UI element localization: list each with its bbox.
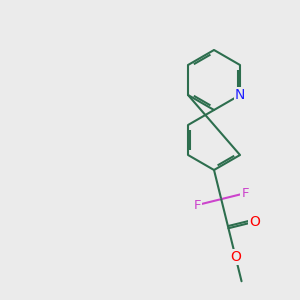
Text: O: O [230, 250, 241, 264]
Text: O: O [249, 215, 260, 229]
Text: F: F [242, 187, 249, 200]
Text: F: F [194, 199, 201, 212]
Text: N: N [235, 88, 245, 102]
